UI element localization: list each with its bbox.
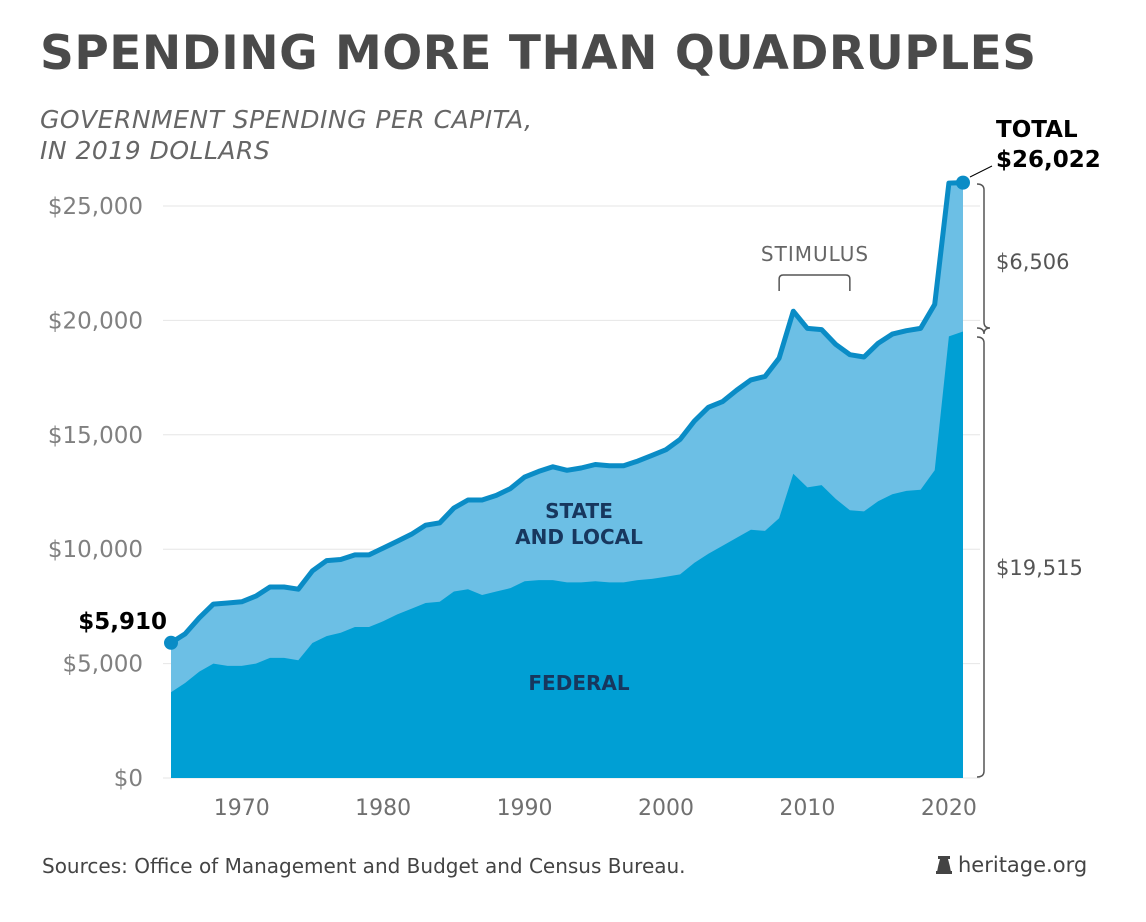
subtitle-line-1: GOVERNMENT SPENDING PER CAPITA, [40, 105, 533, 134]
x-tick-label: 1980 [355, 796, 411, 821]
state-local-bracket [976, 183, 991, 335]
x-tick-label: 2010 [779, 796, 835, 821]
start-value-label: $5,910 [78, 609, 167, 635]
state-local-end-value: $6,506 [996, 250, 1069, 274]
federal-label: FEDERAL [528, 671, 629, 695]
x-axis-ticks: 1970 1980 1990 2000 2010 2020 [214, 796, 977, 821]
brand-link[interactable]: heritage.org [958, 853, 1088, 877]
liberty-bell-icon [936, 856, 952, 874]
state-local-label-line1: STATE [545, 499, 613, 523]
x-tick-label: 1990 [497, 796, 553, 821]
total-value-label: $26,022 [996, 147, 1101, 173]
stimulus-label: STIMULUS [761, 242, 869, 266]
y-axis-ticks: $0 $5,000 $10,000 $15,000 $20,000 $25,000 [48, 194, 143, 792]
x-tick-label: 2000 [638, 796, 694, 821]
chart-title: SPENDING MORE THAN QUADRUPLES [40, 26, 1037, 81]
federal-area [171, 331, 963, 778]
y-tick-label: $20,000 [48, 308, 143, 334]
x-tick-label: 1970 [214, 796, 270, 821]
total-line [169, 180, 964, 645]
x-tick-label: 2020 [921, 796, 977, 821]
data-points [164, 175, 970, 650]
start-point [164, 635, 178, 650]
total-callout-leader [969, 165, 993, 178]
y-tick-label: $25,000 [48, 194, 143, 220]
state-local-label-line2: AND LOCAL [515, 525, 643, 549]
brand[interactable]: heritage.org [936, 853, 1087, 877]
total-label: TOTAL [996, 117, 1078, 143]
subtitle-line-2: IN 2019 DOLLARS [40, 136, 271, 165]
y-tick-label: $0 [114, 766, 143, 792]
stimulus-bracket [778, 274, 851, 291]
federal-bracket [976, 336, 985, 778]
federal-end-value: $19,515 [996, 556, 1083, 580]
sources-note: Sources: Office of Management and Budget… [42, 854, 686, 878]
y-tick-label: $10,000 [48, 537, 143, 563]
y-tick-label: $15,000 [48, 423, 143, 449]
chart-subtitle: GOVERNMENT SPENDING PER CAPITA, IN 2019 … [40, 104, 533, 166]
y-tick-label: $5,000 [63, 652, 143, 678]
end-point [956, 175, 970, 190]
